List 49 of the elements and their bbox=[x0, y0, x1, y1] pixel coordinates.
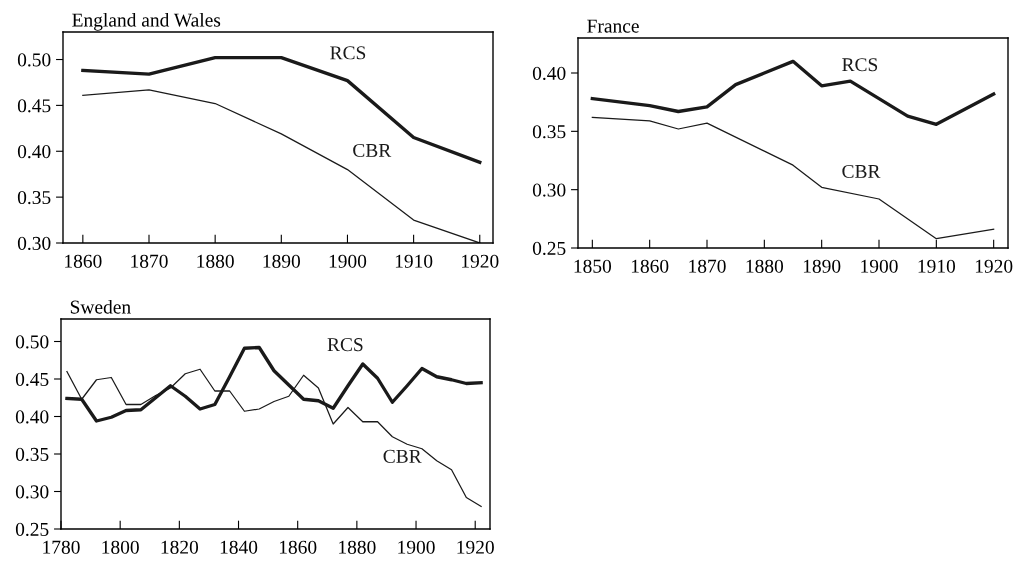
x-tick-label: 1840 bbox=[220, 540, 258, 554]
x-tick-label: 1870 bbox=[131, 254, 168, 268]
y-tick-label: 0.40 bbox=[532, 66, 566, 81]
x-tick-label: 1860 bbox=[279, 540, 317, 554]
x-tick-label: 1920 bbox=[975, 259, 1013, 273]
x-tick-label: 1920 bbox=[462, 254, 499, 268]
x-tick-label: 1780 bbox=[43, 540, 80, 554]
chart-title: Sweden bbox=[70, 299, 131, 314]
y-tick-label: 0.40 bbox=[17, 145, 51, 159]
y-tick-label: 0.45 bbox=[17, 99, 51, 113]
line-series bbox=[591, 116, 995, 240]
x-tick-label: 1860 bbox=[631, 259, 669, 273]
x-tick-label: 1910 bbox=[918, 259, 956, 273]
y-tick-label: 0.25 bbox=[532, 241, 566, 256]
series-label: CBR bbox=[353, 143, 392, 157]
y-tick-label: 0.35 bbox=[532, 125, 566, 139]
x-tick-label: 1820 bbox=[161, 540, 199, 554]
y-tick-label: 0.50 bbox=[17, 53, 51, 67]
x-tick-label: 1920 bbox=[457, 540, 494, 554]
y-tick-label: 0.35 bbox=[17, 190, 51, 205]
y-tick-label: 0.35 bbox=[15, 447, 49, 462]
series-label: CBR bbox=[842, 164, 881, 178]
y-tick-label: 0.30 bbox=[15, 485, 49, 499]
y-tick-label: 0.25 bbox=[15, 522, 49, 537]
x-tick-label: 1900 bbox=[398, 540, 435, 554]
y-tick-label: 0.40 bbox=[15, 410, 49, 424]
y-tick-label: 0.45 bbox=[15, 372, 49, 387]
chart-title: France bbox=[587, 19, 639, 33]
series-label: RCS bbox=[330, 46, 366, 60]
series-label: RCS bbox=[842, 58, 878, 72]
x-tick-label: 1900 bbox=[329, 254, 367, 268]
x-tick-label: 1890 bbox=[263, 254, 301, 268]
y-tick-label: 0.50 bbox=[15, 335, 49, 349]
x-tick-label: 1860 bbox=[65, 254, 102, 268]
x-tick-label: 1800 bbox=[102, 540, 139, 554]
line-series bbox=[590, 59, 996, 126]
x-tick-label: 1880 bbox=[339, 540, 376, 554]
y-tick-label: 0.30 bbox=[532, 183, 566, 197]
x-tick-label: 1880 bbox=[746, 259, 784, 273]
x-tick-label: 1900 bbox=[861, 259, 898, 273]
series-label: RCS bbox=[327, 338, 363, 352]
series-label: CBR bbox=[383, 449, 422, 463]
chart-title: England and Wales bbox=[72, 12, 221, 31]
x-tick-label: 1850 bbox=[574, 259, 612, 273]
x-tick-label: 1890 bbox=[803, 259, 841, 273]
y-tick-label: 0.30 bbox=[17, 236, 51, 251]
x-tick-label: 1880 bbox=[197, 254, 234, 268]
x-tick-label: 1910 bbox=[395, 254, 433, 268]
x-tick-label: 1870 bbox=[689, 259, 726, 273]
